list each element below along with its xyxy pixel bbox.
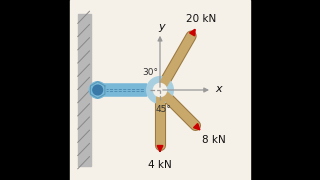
Text: x: x: [216, 84, 222, 94]
Text: 45°: 45°: [156, 105, 172, 114]
Circle shape: [89, 82, 106, 98]
Text: y: y: [158, 22, 165, 32]
Circle shape: [147, 77, 173, 103]
Circle shape: [93, 85, 102, 95]
Text: 20 kN: 20 kN: [186, 14, 216, 24]
Circle shape: [153, 83, 167, 97]
Text: 8 kN: 8 kN: [202, 135, 226, 145]
FancyBboxPatch shape: [103, 84, 147, 96]
Text: 4 kN: 4 kN: [148, 160, 172, 170]
Text: 30°: 30°: [142, 68, 158, 77]
Bar: [78, 14, 91, 166]
